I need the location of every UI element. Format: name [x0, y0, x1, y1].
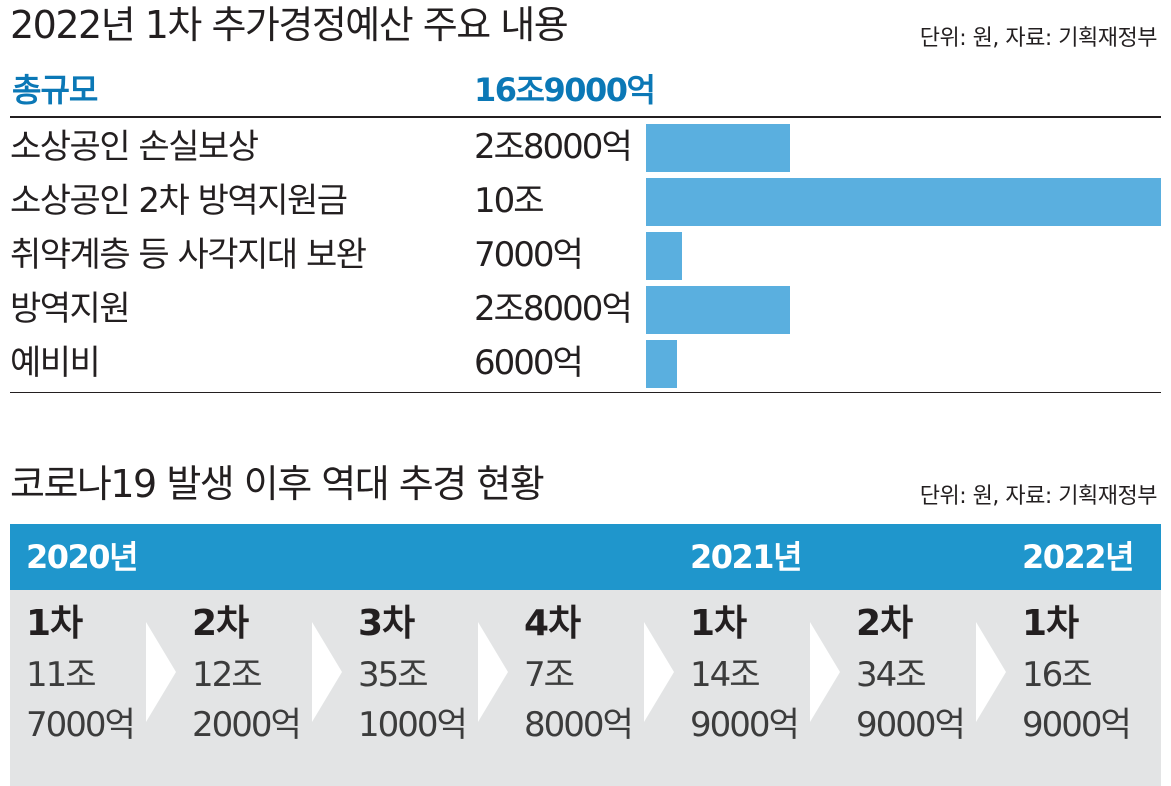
bar: [646, 178, 1161, 226]
unit-note-budget: 단위: 원, 자료: 기획재정부: [919, 26, 1158, 51]
bar-category-label: 소상공인 2차 방역지원금: [10, 181, 348, 221]
round-item: 2차 34조 9000억: [856, 598, 966, 750]
bar-value-label: 7000억: [474, 235, 584, 275]
bar-category-label: 소상공인 손실보상: [10, 127, 259, 167]
divider-top: [10, 116, 1161, 118]
round-amount: 1000억: [358, 705, 468, 745]
round-item: 4차 7조 8000억: [524, 598, 634, 750]
bar-value-label: 2조8000억: [474, 289, 633, 329]
year-label-2020: 2020년: [26, 538, 139, 576]
bar-row: 소상공인 손실보상 2조8000억: [0, 120, 1171, 174]
bar-row: 소상공인 2차 방역지원금 10조: [0, 174, 1171, 228]
year-band: 2020년 2021년 2022년: [10, 524, 1161, 590]
bar: [646, 232, 682, 280]
total-label: 총규모: [12, 71, 98, 109]
round-label: 2차: [856, 603, 913, 644]
year-label-2022: 2022년: [1022, 538, 1135, 576]
bar: [646, 286, 790, 334]
bar-value-label: 2조8000억: [474, 127, 633, 167]
year-label-2021: 2021년: [690, 538, 803, 576]
round-label: 3차: [358, 603, 415, 644]
chevron-right-icon: [976, 622, 1006, 722]
round-item: 1차 11조 7000억: [26, 598, 136, 750]
bar-row: 취약계층 등 사각지대 보완 7000억: [0, 228, 1171, 282]
round-amount: 2000억: [192, 705, 302, 745]
round-amount: 16조: [1022, 655, 1093, 695]
round-item: 1차 16조 9000억: [1022, 598, 1132, 750]
chevron-right-icon: [312, 622, 342, 722]
bar-row: 방역지원 2조8000억: [0, 282, 1171, 336]
round-amount: 8000억: [524, 705, 634, 745]
round-amount: 35조: [358, 655, 429, 695]
chevron-right-icon: [644, 622, 674, 722]
chart-title-history: 코로나19 발생 이후 역대 추경 현황: [10, 462, 545, 506]
chevron-right-icon: [810, 622, 840, 722]
round-amount: 9000억: [690, 705, 800, 745]
round-amount: 14조: [690, 655, 761, 695]
chevron-right-icon: [478, 622, 508, 722]
bar: [646, 124, 790, 172]
round-amount: 9000억: [856, 705, 966, 745]
round-amount: 9000억: [1022, 705, 1132, 745]
round-amount: 7000억: [26, 705, 136, 745]
round-item: 1차 14조 9000억: [690, 598, 800, 750]
round-item: 3차 35조 1000억: [358, 598, 468, 750]
round-label: 4차: [524, 603, 581, 644]
total-value: 16조9000억: [474, 71, 656, 109]
round-item: 2차 12조 2000억: [192, 598, 302, 750]
chevron-right-icon: [146, 622, 176, 722]
round-amount: 7조: [524, 655, 575, 695]
round-label: 1차: [26, 603, 83, 644]
bar-value-label: 10조: [474, 181, 545, 221]
round-amount: 34조: [856, 655, 927, 695]
rounds-panel: 1차 11조 7000억 2차 12조 2000억 3차 35조 1000억 4차 7조 8000억 1…: [10, 590, 1161, 786]
round-amount: 12조: [192, 655, 263, 695]
unit-note-history: 단위: 원, 자료: 기획재정부: [919, 484, 1158, 509]
bar-category-label: 방역지원: [10, 289, 131, 329]
round-amount: 11조: [26, 655, 97, 695]
round-label: 2차: [192, 603, 249, 644]
chart-title-budget: 2022년 1차 추가경정예산 주요 내용: [10, 3, 569, 47]
bar-category-label: 취약계층 등 사각지대 보완: [10, 235, 367, 275]
divider-bottom: [10, 392, 1161, 393]
round-label: 1차: [690, 603, 747, 644]
bar-category-label: 예비비: [10, 343, 101, 383]
bar-value-label: 6000억: [474, 343, 584, 383]
round-label: 1차: [1022, 603, 1079, 644]
bar: [646, 340, 677, 388]
bar-row: 예비비 6000억: [0, 336, 1171, 390]
